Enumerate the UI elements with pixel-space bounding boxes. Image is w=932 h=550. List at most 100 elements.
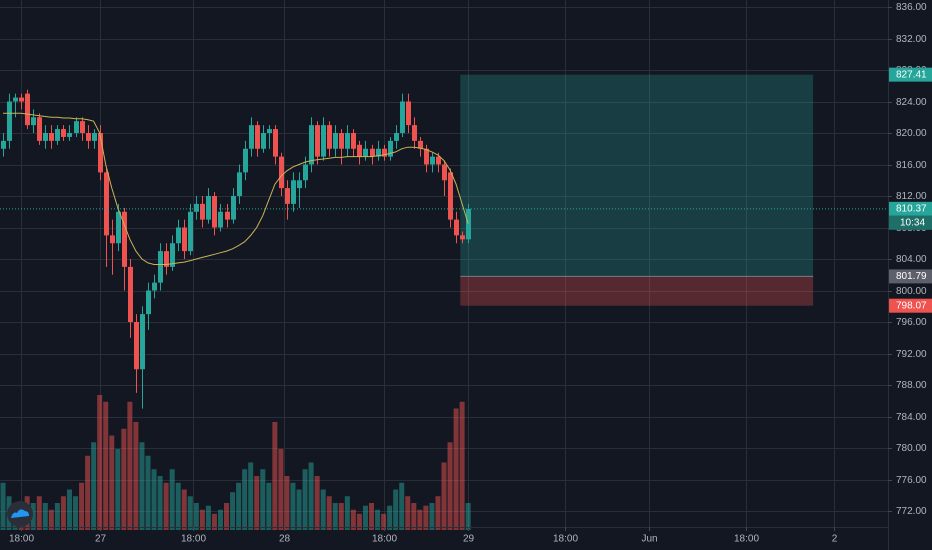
y-tick-label: 788.00 <box>896 380 927 391</box>
y-tick-label: 784.00 <box>896 412 927 423</box>
volume-bar <box>272 422 278 530</box>
candle-body <box>212 196 217 228</box>
volume <box>0 395 471 530</box>
y-tick-label: 820.00 <box>896 128 927 139</box>
entry-label: 801.79 <box>896 271 927 282</box>
candle-body <box>188 211 193 252</box>
volume-bar <box>260 469 266 530</box>
y-tick-label: 812.00 <box>896 191 927 202</box>
volume-bar <box>181 489 187 530</box>
grid <box>0 0 888 527</box>
volume-bar <box>314 476 320 530</box>
volume-bar <box>91 442 97 530</box>
volume-bar <box>66 489 72 530</box>
x-tick-label: Jun <box>641 534 657 545</box>
volume-bar <box>157 476 163 530</box>
volume-bar <box>187 496 193 530</box>
candle-body <box>400 101 405 133</box>
entry-label-box <box>889 269 932 284</box>
candle-body <box>255 125 260 149</box>
candle-body <box>49 133 54 141</box>
volume-bar <box>85 455 91 530</box>
candle-body <box>134 322 139 370</box>
candle-body <box>430 156 435 165</box>
volume-bar <box>393 489 399 530</box>
candle-body <box>231 196 236 220</box>
volume-bar <box>242 469 248 530</box>
candle-body <box>74 121 79 133</box>
candle-body <box>382 148 387 157</box>
candle-body <box>164 251 169 267</box>
candle-body <box>394 133 399 141</box>
candle-body <box>309 125 314 165</box>
candle-body <box>158 251 163 283</box>
candle-body <box>454 219 459 236</box>
volume-bar <box>224 503 230 530</box>
candle-body <box>80 121 85 133</box>
y-tick-label: 832.00 <box>896 34 927 45</box>
countdown-box <box>889 215 932 230</box>
volume-bar <box>97 395 103 530</box>
candle-body <box>1 140 6 149</box>
candle-body <box>436 156 441 165</box>
candle-body <box>25 93 30 126</box>
volume-bar <box>308 462 314 530</box>
volume-bar <box>417 509 423 530</box>
volume-bar <box>175 482 181 530</box>
candle-body <box>357 144 362 157</box>
volume-bar <box>338 503 344 530</box>
candle-body <box>170 243 175 267</box>
candle-body <box>206 196 211 220</box>
x-tick-label: 18:00 <box>553 534 578 545</box>
volume-bar <box>115 449 121 530</box>
candle-body <box>176 227 181 244</box>
candle-body <box>460 235 465 240</box>
stop-label-box <box>889 298 932 313</box>
volume-bar <box>236 482 242 530</box>
candle-body <box>37 117 42 141</box>
volume-bar <box>211 513 217 530</box>
volume-bar <box>48 509 54 530</box>
candle-body <box>140 314 145 370</box>
volume-bar <box>423 505 429 530</box>
candle-body <box>363 148 368 157</box>
volume-bar <box>60 496 66 530</box>
volume-bar <box>109 435 115 530</box>
y-tick-label: 804.00 <box>896 254 927 265</box>
logo <box>7 501 33 527</box>
volume-bar <box>127 401 133 530</box>
stop-label: 798.07 <box>896 300 927 311</box>
candle-body <box>406 101 411 126</box>
candle-body <box>388 140 393 157</box>
volume-bar <box>453 408 459 530</box>
volume-bar <box>375 509 381 530</box>
y-tick-label: 772.00 <box>896 506 927 517</box>
volume-bar <box>266 482 272 530</box>
volume-bar <box>205 505 211 530</box>
candle-body <box>13 97 18 102</box>
volume-bar <box>278 449 284 530</box>
candle-body <box>43 133 48 141</box>
candle-body <box>182 227 187 252</box>
volume-bar <box>230 492 236 530</box>
candle-body <box>110 235 115 244</box>
volume-bar <box>284 476 290 530</box>
candle-body <box>466 208 471 240</box>
candle-body <box>351 133 356 149</box>
volume-bar <box>405 496 411 530</box>
position-tool <box>460 74 814 306</box>
candle-body <box>315 125 320 157</box>
volume-bar <box>320 489 326 530</box>
volume-bar <box>103 401 109 530</box>
volume-bar <box>199 509 205 530</box>
y-tick-label: 836.00 <box>896 2 927 13</box>
volume-bar <box>369 503 375 530</box>
candle-body <box>273 129 278 157</box>
candle-body <box>243 148 248 173</box>
candle-body <box>261 133 266 149</box>
volume-bar <box>435 496 441 530</box>
candle-body <box>61 129 66 137</box>
volume-bar <box>332 503 338 530</box>
candle-body <box>321 125 326 157</box>
